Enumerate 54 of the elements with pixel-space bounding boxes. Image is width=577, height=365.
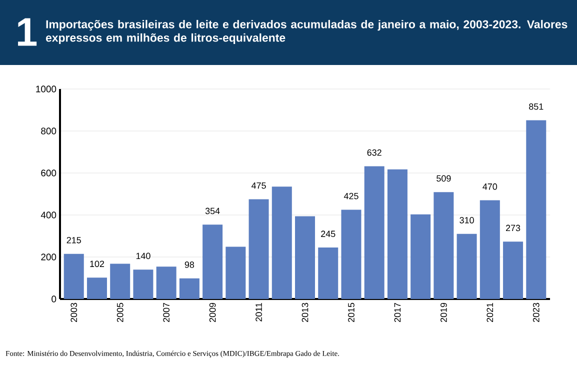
bar: [480, 200, 500, 299]
y-tick-label: 1000: [36, 86, 56, 92]
y-tick-label: 600: [41, 170, 56, 176]
data-label: 475: [252, 182, 266, 189]
bar: [226, 246, 246, 299]
bar: [179, 278, 200, 299]
data-label: 102: [90, 260, 104, 268]
bar: [156, 266, 176, 299]
y-tick-label: 400: [40, 212, 56, 218]
bar: [133, 270, 154, 299]
data-label: 509: [436, 175, 451, 182]
bar: [64, 254, 84, 299]
y-tick-label: 800: [41, 128, 56, 134]
bar: [248, 199, 269, 299]
x-tick-label: 2003: [70, 302, 78, 322]
bar: [503, 242, 524, 299]
data-label: 425: [344, 192, 358, 200]
data-label: 98: [184, 262, 194, 268]
bar: [86, 278, 107, 299]
x-tick-label: 2009: [209, 302, 216, 322]
bar: [202, 224, 223, 299]
x-tick-label: 2011: [256, 302, 262, 322]
x-tick-label: 2013: [302, 302, 308, 322]
data-label: 310: [460, 217, 474, 224]
bar: [364, 166, 384, 299]
bar: [410, 214, 431, 299]
x-tick-label: 2023: [532, 302, 540, 322]
chart-title: Importações brasileiras de leite e derivados acumuladas de janeiro a maio, 2003-2023. Valores expressos em milhões de litros-equivalente: [46, 20, 568, 44]
bar: [341, 210, 362, 299]
x-tick-label: 2021: [486, 302, 494, 322]
text: 1: [18, 18, 37, 46]
data-label: 851: [529, 103, 544, 110]
bar: [456, 234, 477, 299]
bar: [110, 264, 130, 299]
bar: [387, 169, 408, 299]
y-tick-label: 200: [41, 254, 56, 260]
data-label: 140: [136, 252, 150, 260]
bar: [526, 120, 546, 299]
bar: [272, 186, 292, 299]
x-tick-label: 2017: [394, 302, 401, 322]
data-label: 470: [482, 183, 498, 190]
x-tick-label: 2005: [116, 302, 124, 322]
bar: [295, 216, 316, 299]
data-label: 632: [367, 149, 382, 156]
y-tick-label: 0: [52, 296, 56, 302]
data-label: 273: [506, 224, 520, 232]
data-label: 245: [321, 230, 336, 238]
x-tick-label: 2007: [163, 302, 170, 322]
bar: [434, 192, 454, 299]
x-tick-label: 2019: [440, 302, 447, 322]
data-label: 354: [205, 208, 220, 214]
x-tick-label: 2015: [348, 302, 354, 322]
bar: [318, 248, 338, 299]
data-label: 215: [66, 236, 81, 244]
